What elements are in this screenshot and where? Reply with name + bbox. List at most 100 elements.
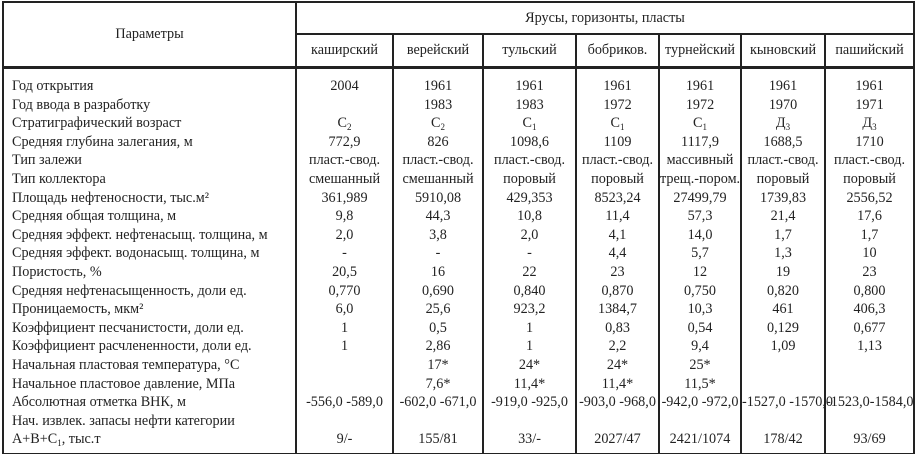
value-cell: 44,3 [392, 207, 484, 226]
value-cell: поровый [740, 169, 826, 189]
parameter-label: Начальная пластовая температура, °C [2, 355, 297, 375]
value-cell: 0,54 [658, 318, 742, 338]
value-cell [823, 411, 916, 431]
table-row: Тип коллектора смешанный смешанный поровый п… [2, 169, 916, 189]
table-row: Тип залежи пласт.-свод. пласт.-свод. пласт.… [2, 151, 916, 170]
value-cell: 23 [575, 262, 660, 282]
value-cell: 772,9 [295, 132, 394, 152]
parameter-label: Тип коллектора [2, 169, 297, 189]
table-row: Коэффициент расчлененности, доли ед. 1 2,8… [2, 337, 916, 356]
value-cell: 17,6 [823, 207, 916, 226]
value-cell: 6,0 [295, 300, 394, 319]
value-cell: - [295, 244, 394, 263]
parameter-label: Год ввода в разработку [2, 95, 297, 115]
value-cell: 24* [482, 355, 577, 375]
value-cell: 1384,7 [575, 300, 660, 319]
value-cell [658, 411, 742, 431]
value-cell: -942,0 -972,0 [658, 393, 742, 412]
value-cell: трещ.-пором. [658, 169, 742, 189]
value-cell: 1 [295, 337, 394, 356]
cell-text: Д [775, 115, 786, 132]
value-cell: 24* [575, 355, 660, 375]
value-cell: 23 [823, 262, 916, 282]
cell-subscript: 3 [872, 122, 877, 133]
cell-text: C [337, 115, 347, 132]
value-cell: 10,8 [482, 207, 577, 226]
parameter-label: Средняя общая толщина, м [2, 207, 297, 226]
value-cell: 2,2 [575, 337, 660, 356]
value-cell: C1 [482, 114, 577, 133]
value-cell: 11,5* [658, 374, 742, 394]
value-cell: C1 [575, 114, 660, 133]
value-cell: 2421/1074 [658, 430, 742, 454]
value-cell: пласт.-свод. [740, 151, 826, 170]
group-header: Ярусы, горизонты, пласты [294, 1, 916, 35]
value-cell: 25* [658, 355, 742, 375]
value-cell: 1688,5 [740, 132, 826, 152]
table-row: A+B+C1, тыс.т 9/- 155/81 33/- 2027/47 2421/10… [2, 430, 916, 454]
value-cell: пласт.-свод. [392, 151, 484, 170]
value-cell: 3,8 [392, 225, 484, 245]
value-cell: -903,0 -968,0 [575, 393, 660, 412]
value-cell: -602,0 -671,0 [392, 393, 484, 412]
value-cell: 2556,52 [823, 188, 916, 208]
parameter-label: Проницаемость, мкм² [2, 300, 297, 319]
value-cell: 826 [392, 132, 484, 152]
table-row: Год ввода в разработку 1983 1983 1972 1972 19… [2, 95, 916, 115]
table-row: Площадь нефтеносности, тыс.м² 361,989 5910… [2, 188, 916, 208]
cell-text-suffix: , тыс.т [61, 431, 101, 448]
value-cell: 2,86 [392, 337, 484, 356]
value-cell: 57,3 [658, 207, 742, 226]
value-cell [740, 374, 826, 394]
value-cell: 2004 [295, 67, 394, 96]
value-cell [482, 411, 577, 431]
cell-subscript: 1 [57, 438, 62, 449]
table-row: Стратиграфический возраст C2 C2 C1 C1 C1 Д3 Д3 [2, 114, 916, 133]
value-cell: C2 [392, 114, 484, 133]
value-cell: 4,4 [575, 244, 660, 263]
value-cell: - [482, 244, 577, 263]
value-cell [823, 374, 916, 394]
value-cell: массивный [658, 151, 742, 170]
value-cell: 1,13 [823, 337, 916, 356]
value-cell: 1970 [740, 95, 826, 115]
column-header: каширский [295, 33, 394, 69]
value-cell: 429,353 [482, 188, 577, 208]
parameter-label: Средняя нефтенасыщенность, доли ед. [2, 281, 297, 301]
value-cell: 1,09 [740, 337, 826, 356]
value-cell: 14,0 [658, 225, 742, 245]
parameter-label: Нач. извлек. запасы нефти категории [2, 411, 297, 431]
table-row: Пористость, % 20,5 16 22 23 12 19 23 [2, 262, 916, 282]
value-cell: 25,6 [392, 300, 484, 319]
value-cell: 0,770 [295, 281, 394, 301]
value-cell [295, 374, 394, 394]
value-cell: 16 [392, 262, 484, 282]
value-cell: 21,4 [740, 207, 826, 226]
value-cell: C1 [658, 114, 742, 133]
value-cell: 1972 [575, 95, 660, 115]
parameter-label: Пористость, % [2, 262, 297, 282]
column-header: тульский [482, 33, 577, 69]
value-cell: 923,2 [482, 300, 577, 319]
value-cell: Д3 [823, 114, 916, 133]
parameter-label: Средняя эффект. водонасыщ. толщина, м [2, 244, 297, 263]
table-row: Начальная пластовая температура, °C 17* 24… [2, 355, 916, 375]
table-row: Средняя глубина залегания, м 772,9 826 1098… [2, 132, 916, 152]
value-cell: 0,750 [658, 281, 742, 301]
value-cell: 33/- [482, 430, 577, 454]
column-header: верейский [392, 33, 484, 69]
value-cell: 361,989 [295, 188, 394, 208]
value-cell: 1,7 [823, 225, 916, 245]
value-cell [575, 411, 660, 431]
value-cell: 155/81 [392, 430, 484, 454]
value-cell: 1,3 [740, 244, 826, 263]
value-cell [295, 355, 394, 375]
value-cell: 0,677 [823, 318, 916, 338]
column-header: пашийский [823, 33, 916, 69]
value-cell: пласт.-свод. [295, 151, 394, 170]
cell-subscript: 1 [619, 122, 625, 133]
value-cell: 5910,08 [392, 188, 484, 208]
column-header: кыновский [740, 33, 826, 69]
value-cell [823, 355, 916, 375]
